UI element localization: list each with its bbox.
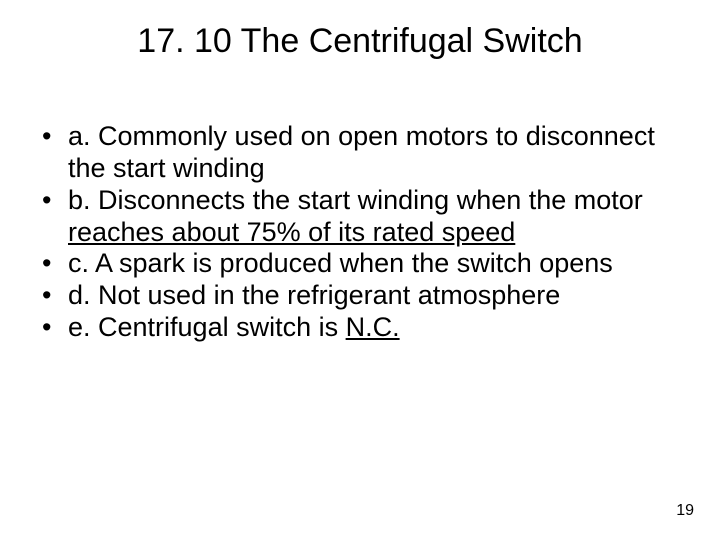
bullet-text: e. Centrifugal switch is xyxy=(68,312,346,342)
list-item: e. Centrifugal switch is N.C. xyxy=(38,312,688,344)
slide-container: 17. 10 The Centrifugal Switch a. Commonl… xyxy=(0,0,720,540)
list-item: b. Disconnects the start winding when th… xyxy=(38,185,688,249)
bullet-text: d. Not used in the refrigerant atmospher… xyxy=(68,280,560,310)
list-item: a. Commonly used on open motors to disco… xyxy=(38,121,688,185)
bullet-underline: reaches about 75% of its rated speed xyxy=(68,217,515,247)
bullet-text: a. Commonly used on open motors to disco… xyxy=(68,121,655,183)
bullet-text: c. A spark is produced when the switch o… xyxy=(68,248,613,278)
list-item: d. Not used in the refrigerant atmospher… xyxy=(38,280,688,312)
bullet-text: b. Disconnects the start winding when th… xyxy=(68,185,643,215)
list-item: c. A spark is produced when the switch o… xyxy=(38,248,688,280)
slide-title: 17. 10 The Centrifugal Switch xyxy=(52,22,668,61)
bullet-list: a. Commonly used on open motors to disco… xyxy=(32,121,688,344)
bullet-underline: N.C. xyxy=(346,312,400,342)
page-number: 19 xyxy=(676,502,694,520)
